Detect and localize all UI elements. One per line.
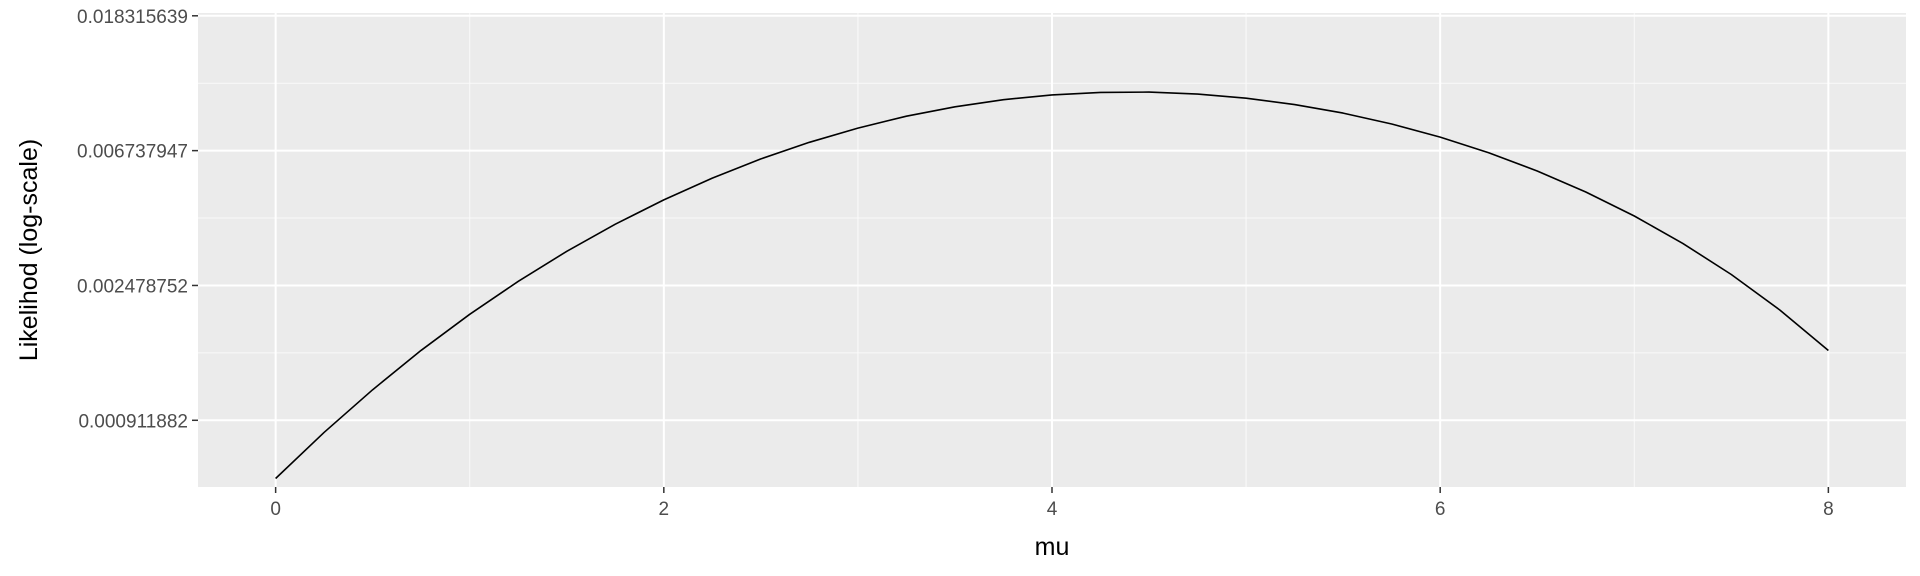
y-tick-label: 0.000911882: [78, 411, 188, 432]
major-gridlines: [198, 13, 1906, 487]
tick-labels: 0 2 4 6 8 0.000911882 0.002478752 0.006737947 0.…: [77, 7, 1834, 520]
x-axis-title: mu: [1035, 533, 1070, 561]
x-tick-label: 4: [1047, 499, 1058, 520]
y-tick-label: 0.002478752: [77, 276, 188, 297]
y-tick-label: 0.018315639: [77, 7, 188, 28]
likelihood-line: [275, 91, 1829, 480]
x-tick-label: 8: [1823, 499, 1834, 520]
axis-ticks: [192, 15, 1830, 493]
series-layer: [275, 91, 1829, 480]
y-tick-label: 0.006737947: [77, 142, 188, 163]
x-tick-label: 2: [659, 499, 670, 520]
x-tick-label: 0: [270, 499, 281, 520]
x-tick-label: 6: [1435, 499, 1446, 520]
y-axis-title: Likelihod (log-scale): [15, 139, 43, 361]
